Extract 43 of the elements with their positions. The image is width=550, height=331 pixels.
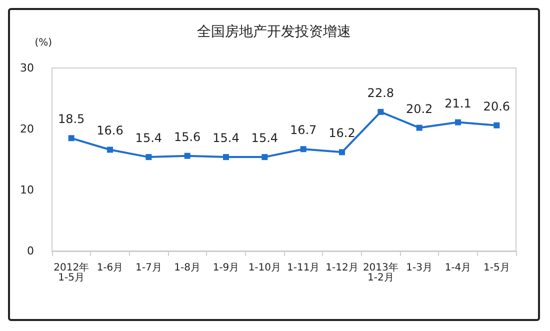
point xyxy=(494,122,500,128)
y-tick-label: 20 xyxy=(20,122,34,136)
point xyxy=(416,124,422,131)
y-axis-title: (%) xyxy=(34,38,52,48)
point xyxy=(262,154,268,160)
point xyxy=(339,149,345,156)
x-tick-label: 1-7月 xyxy=(135,262,162,274)
y-tick-label: 10 xyxy=(20,184,34,196)
data-label: 18.5 xyxy=(58,112,85,126)
chart-title: 全国房地产开发投资增速 xyxy=(197,24,351,40)
point xyxy=(300,146,306,152)
point xyxy=(107,146,113,153)
y-tick-label: 0 xyxy=(27,244,34,258)
x-tick-label: 1-9月 xyxy=(212,262,240,274)
x-tick-label: 1-10月 xyxy=(248,262,282,274)
x-tick-label: 1-8月 xyxy=(174,262,201,274)
data-label: 15.4 xyxy=(135,131,162,146)
x-tick-label: 2013年 1-2月 xyxy=(362,262,398,284)
x-tick-label: 1-6月 xyxy=(96,262,124,274)
data-label: 15.4 xyxy=(251,131,278,146)
x-tick-label: 2012年 1-5月 xyxy=(54,262,90,284)
data-label: 16.2 xyxy=(328,126,356,140)
x-tick-label: 1-5月 xyxy=(483,262,510,274)
x-tick-label: 1-4月 xyxy=(444,262,472,274)
data-label: 22.8 xyxy=(367,86,394,100)
chart-border: (%) 0 10 20 30 2012年 1-5月 1-6月 1-7月 1-8月 1-9月 1-10月 1-11月 1-12月 2013年 1-2月 1-3月 1-4月 1-5月 18.5 16.6 15.4 15.6 15.4 15.4 16.7 16.2 22.8 20.2 21.1 20.6 全国房地产开发投资增速 xyxy=(8,8,540,321)
data-label: 15.4 xyxy=(212,131,240,146)
data-label: 15.6 xyxy=(174,130,201,144)
y-tick-label: 30 xyxy=(20,62,34,74)
point xyxy=(184,152,190,159)
data-label: 20.2 xyxy=(406,102,433,116)
point xyxy=(146,154,152,160)
data-label: 16.6 xyxy=(96,124,124,138)
point xyxy=(378,108,384,115)
data-label: 20.6 xyxy=(483,99,510,114)
data-label: 21.1 xyxy=(444,96,472,110)
data-label: 16.7 xyxy=(290,123,317,138)
point xyxy=(223,154,229,160)
x-tick-label: 1-11月 xyxy=(286,262,320,274)
x-tick-label: 1-3月 xyxy=(406,262,433,274)
point xyxy=(455,119,461,126)
point xyxy=(68,135,74,142)
x-tick-label: 1-12月 xyxy=(326,262,358,274)
